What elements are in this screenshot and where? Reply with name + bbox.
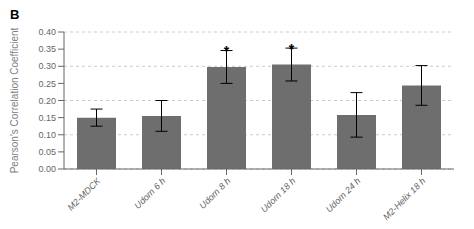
svg-text:M2-Helix 18 h: M2-Helix 18 h	[381, 176, 427, 221]
svg-text:Udorn 8 h: Udorn 8 h	[197, 176, 232, 211]
svg-text:Udorn 24 h: Udorn 24 h	[324, 176, 363, 215]
svg-text:0.20: 0.20	[38, 96, 56, 106]
svg-text:0.30: 0.30	[38, 61, 56, 71]
svg-text:0.35: 0.35	[38, 44, 56, 54]
svg-text:0.05: 0.05	[38, 147, 56, 157]
svg-text:*: *	[224, 43, 230, 59]
svg-text:Udorn 6 h: Udorn 6 h	[132, 176, 167, 211]
svg-text:M2-MDCK: M2-MDCK	[66, 175, 103, 212]
svg-text:0.10: 0.10	[38, 130, 56, 140]
svg-text:0.15: 0.15	[38, 113, 56, 123]
svg-text:Pearson's Correlation Coeffici: Pearson's Correlation Coefficient	[9, 27, 20, 173]
svg-text:Udorn 18 h: Udorn 18 h	[259, 176, 298, 215]
svg-text:0.25: 0.25	[38, 79, 56, 89]
html-text:B: B	[10, 7, 20, 22]
svg-text:*: *	[289, 41, 295, 57]
svg-text:0.40: 0.40	[38, 27, 56, 37]
svg-text:0.00: 0.00	[38, 164, 56, 174]
